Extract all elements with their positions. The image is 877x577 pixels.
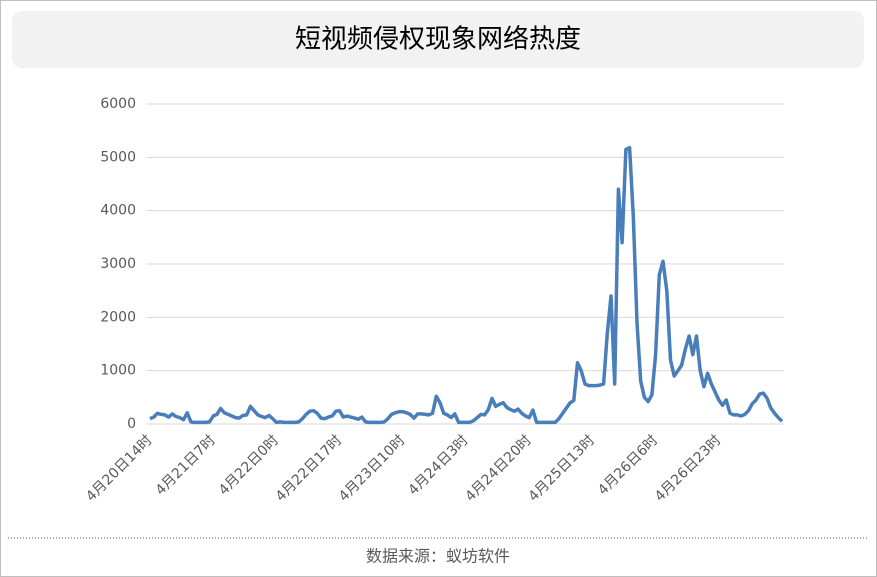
y-tick-label: 3000: [100, 256, 136, 272]
line: [149, 145, 784, 425]
y-tick-label: 1000: [100, 363, 136, 379]
title-box: [12, 11, 864, 68]
y-tick-label: 0: [127, 416, 136, 432]
source: 数据来源：蚁坊软件: [366, 547, 510, 566]
chart-title: 短视频侵权现象网络热度: [295, 25, 581, 55]
y-tick-label: 6000: [100, 96, 136, 112]
y-tick-label: 2000: [100, 309, 136, 325]
y-tick-label: 4000: [100, 203, 136, 219]
y-tick-label: 5000: [100, 149, 136, 165]
